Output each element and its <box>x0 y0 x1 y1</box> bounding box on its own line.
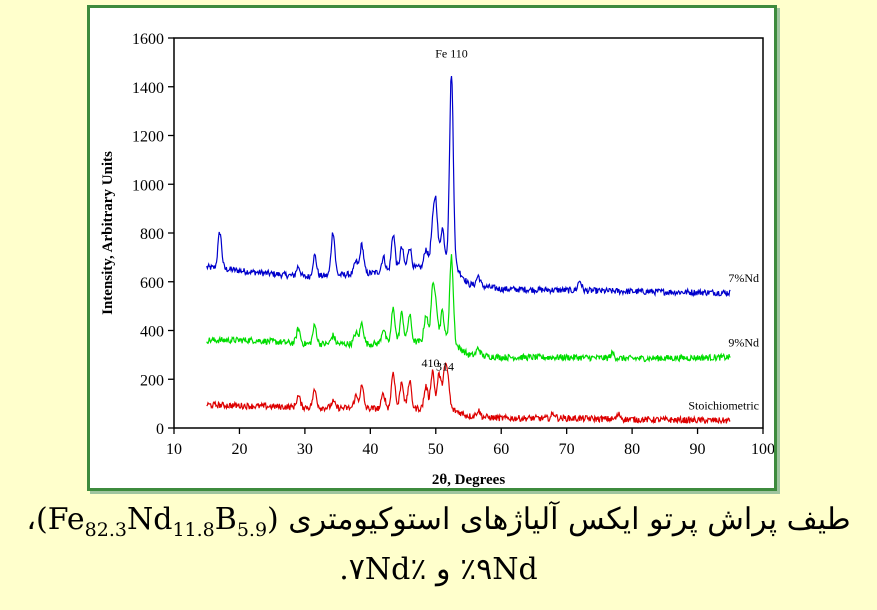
y-tick-label: 1600 <box>132 31 164 48</box>
peak-annotation-0: Fe 110 <box>435 47 468 61</box>
y-tick-label: 600 <box>140 275 164 292</box>
y-tick-label: 400 <box>140 324 164 341</box>
caption-sub-fe: 82.3 <box>84 519 127 541</box>
caption-text-b: B <box>214 502 237 537</box>
peak-annotation-1: 410 <box>422 356 440 370</box>
series-line-2 <box>206 362 731 425</box>
series-line-1 <box>206 254 731 363</box>
x-tick-label: 60 <box>493 441 509 458</box>
x-tick-label: 90 <box>690 441 706 458</box>
x-tick-label: 70 <box>559 441 575 458</box>
y-tick-label: 0 <box>156 421 164 438</box>
y-tick-label: 1000 <box>132 177 164 194</box>
x-tick-label: 30 <box>297 441 313 458</box>
x-tick-label: 50 <box>428 441 444 458</box>
caption-text-close: )، <box>26 502 48 537</box>
xrd-chart: 0 200 400 600 800 1000 1200 1400 1600 10 20 30 40 50 6… <box>100 31 774 488</box>
caption-text-nd: Nd <box>126 502 173 537</box>
series-line-0 <box>206 76 731 298</box>
peak-annotation-2: 314 <box>436 360 454 374</box>
series-label-1: 9%Nd <box>728 335 759 349</box>
caption-sub-nd: 11.8 <box>172 519 215 541</box>
x-tick-label: 100 <box>751 441 774 458</box>
caption-sub-b: 5.9 <box>236 519 268 541</box>
y-tick-label: 200 <box>140 372 164 389</box>
x-tick-label: 10 <box>166 441 182 458</box>
series-label-2: Stoichiometric <box>688 399 759 413</box>
x-tick-label: 40 <box>362 441 378 458</box>
series-label-0: 7%Nd <box>728 271 759 285</box>
y-tick-label: 800 <box>140 226 164 243</box>
caption-text-a: طیف پراش پرتو ایکس آلیاژهای استوکیومتری … <box>47 502 851 537</box>
x-tick-label: 80 <box>624 441 640 458</box>
caption-line-2: ٪۹Nd و ٪۷Nd. <box>339 552 538 587</box>
caption-line-1: طیف پراش پرتو ایکس آلیاژهای استوکیومتری … <box>0 500 877 550</box>
chart-frame: 0 200 400 600 800 1000 1200 1400 1600 10 20 30 40 50 6… <box>87 5 777 491</box>
plot-area <box>173 37 764 429</box>
y-axis-label: Intensity, Arbitrary Units <box>100 151 116 315</box>
y-tick-label: 1200 <box>132 129 164 146</box>
figure-caption: طیف پراش پرتو ایکس آلیاژهای استوکیومتری … <box>0 500 877 590</box>
x-axis-label: 2θ, Degrees <box>432 472 506 488</box>
x-tick-label: 20 <box>231 441 247 458</box>
y-tick-label: 1400 <box>132 80 164 97</box>
